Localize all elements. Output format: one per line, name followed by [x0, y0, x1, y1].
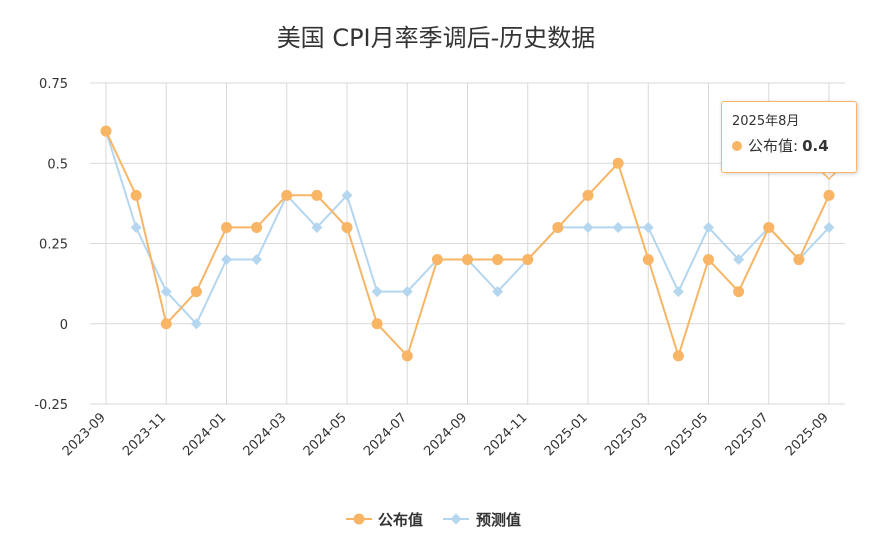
data-point-actual: [823, 189, 835, 201]
x-tick-label: 2025-03: [602, 410, 651, 459]
data-point-actual: [100, 125, 112, 137]
legend-label-actual: 公布值: [378, 511, 423, 529]
legend-marker-actual: [353, 513, 365, 525]
data-point-actual: [793, 254, 805, 266]
data-point-actual: [462, 254, 473, 266]
x-tick-label: 2024-07: [361, 410, 410, 459]
tooltip-row: 公布值: 0.4: [732, 135, 846, 156]
data-point-actual: [251, 221, 263, 233]
y-tick-label: 0.75: [39, 77, 68, 92]
data-point-actual: [672, 350, 684, 362]
data-point-forecast: [371, 286, 383, 298]
data-point-actual: [763, 221, 775, 233]
x-tick-label: 2025-05: [662, 410, 711, 459]
data-point-actual: [341, 221, 353, 233]
data-point-actual: [281, 189, 293, 201]
data-point-forecast: [401, 286, 413, 298]
y-tick-label: 0.5: [47, 157, 68, 172]
data-point-actual: [190, 286, 202, 298]
data-point-forecast: [341, 189, 353, 201]
x-tick-label: 2024-03: [241, 410, 290, 459]
data-point-forecast: [703, 221, 714, 233]
data-point-forecast: [130, 221, 142, 233]
data-point-actual: [160, 318, 172, 330]
data-point-actual: [582, 189, 594, 201]
data-point-forecast: [251, 254, 263, 266]
legend-label-forecast: 预测值: [476, 511, 521, 529]
data-point-actual: [431, 254, 443, 266]
data-point-forecast: [160, 286, 172, 298]
x-tick-label: 2025-09: [783, 410, 832, 459]
data-point-actual: [612, 157, 624, 169]
data-point-forecast: [492, 286, 504, 298]
tooltip-arrow-inner: [822, 171, 836, 178]
data-point-actual: [642, 254, 654, 266]
y-tick-label: 0.25: [39, 238, 68, 253]
data-point-forecast: [823, 221, 835, 233]
x-tick-label: 2024-05: [301, 410, 350, 459]
data-point-forecast: [582, 221, 594, 233]
x-tick-label: 2025-07: [723, 410, 772, 459]
data-point-forecast: [612, 221, 624, 233]
data-point-actual: [401, 350, 413, 362]
x-tick-label: 2024-01: [180, 410, 229, 459]
y-tick-label: 0: [60, 318, 68, 333]
y-tick-label: -0.25: [34, 398, 68, 413]
x-tick-label: 2023-09: [60, 410, 109, 459]
x-tick-label: 2023-11: [120, 410, 169, 459]
tooltip-separator: :: [793, 136, 799, 155]
data-tooltip: 2025年8月 公布值: 0.4: [721, 101, 857, 173]
data-point-forecast: [221, 254, 232, 266]
data-point-forecast: [190, 318, 202, 330]
x-tick-label: 2025-01: [542, 410, 591, 459]
data-point-actual: [703, 254, 714, 266]
legend-marker-forecast: [450, 513, 462, 525]
data-point-actual: [492, 254, 504, 266]
tooltip-value: 0.4: [802, 136, 829, 155]
tooltip-series-dot: [732, 140, 742, 151]
data-point-actual: [311, 189, 323, 201]
data-point-actual: [552, 221, 564, 233]
data-point-forecast: [672, 286, 684, 298]
x-tick-label: 2024-09: [421, 410, 470, 459]
chart-title: 美国 CPI月率季调后-历史数据: [277, 24, 596, 52]
data-point-actual: [522, 254, 534, 266]
data-point-actual: [221, 221, 232, 233]
data-point-forecast: [311, 221, 323, 233]
data-point-forecast: [733, 254, 745, 266]
x-tick-label: 2024-11: [482, 410, 531, 459]
tooltip-series-name: 公布值: [748, 137, 794, 155]
data-point-actual: [733, 286, 745, 298]
data-point-actual: [130, 189, 142, 201]
tooltip-date: 2025年8月: [732, 114, 800, 129]
data-point-actual: [371, 318, 383, 330]
data-point-forecast: [642, 221, 654, 233]
